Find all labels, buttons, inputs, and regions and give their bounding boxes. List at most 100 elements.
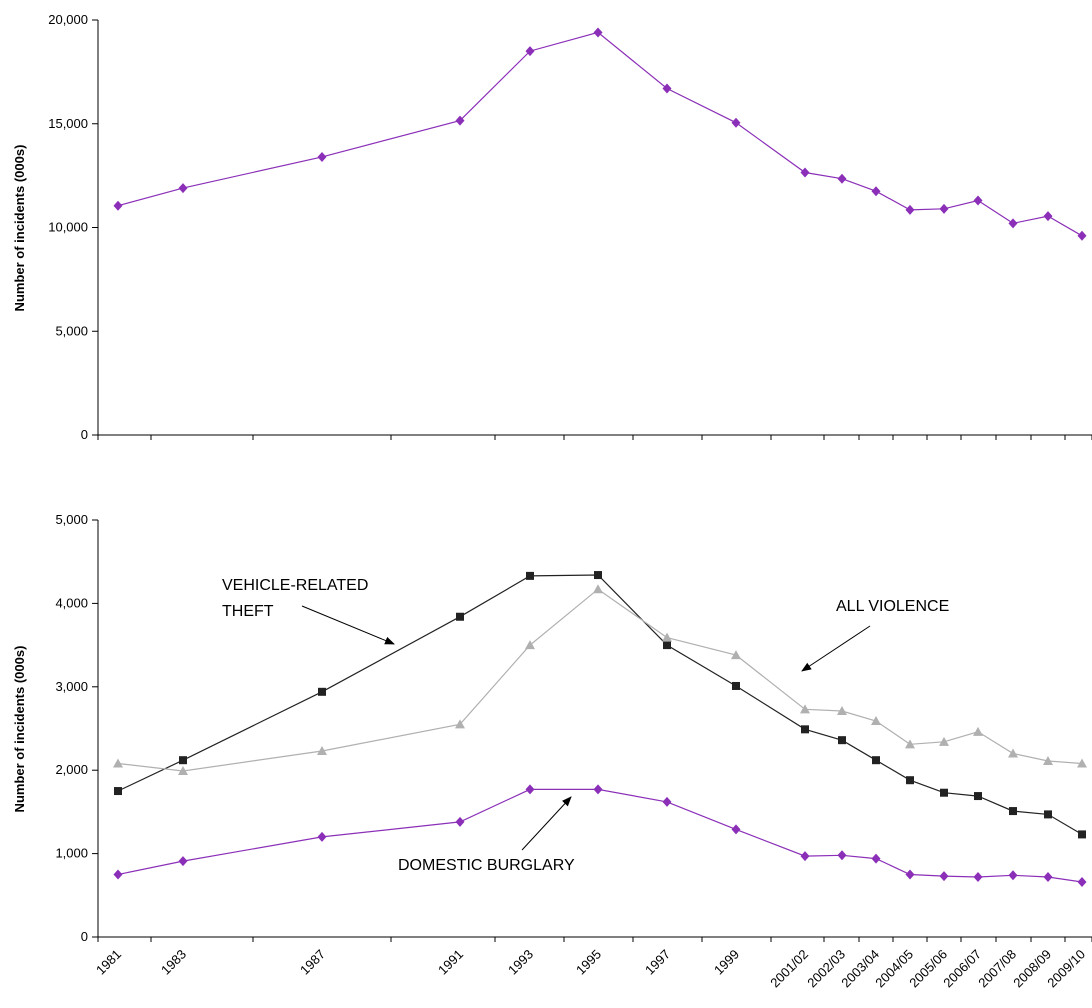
y-tick-label: 20,000 xyxy=(48,12,88,27)
y-tick-label: 2,000 xyxy=(55,762,88,777)
data-point xyxy=(837,705,847,715)
x-tick-label: 1999 xyxy=(711,947,742,978)
data-point xyxy=(525,640,535,650)
x-tick-label: 1983 xyxy=(158,947,189,978)
data-point xyxy=(178,766,188,776)
data-point xyxy=(593,784,603,795)
data-point xyxy=(526,571,534,580)
y-tick-label: 1,000 xyxy=(55,846,88,861)
x-axis-tick-labels: 1981 1983 1987 1991 1993 1995 1997 1999 2001/02 2… xyxy=(93,947,1088,991)
data-point xyxy=(178,856,188,867)
data-point xyxy=(800,851,810,862)
data-point xyxy=(939,203,949,214)
data-point xyxy=(317,151,327,162)
data-point xyxy=(1008,870,1018,881)
data-point xyxy=(317,831,327,842)
data-point xyxy=(1043,756,1053,766)
data-point xyxy=(731,824,741,835)
data-point xyxy=(113,200,123,211)
y-tick-label: 5,000 xyxy=(55,512,88,527)
data-point xyxy=(801,725,809,734)
data-point xyxy=(1078,830,1086,839)
series-vehicle-related-theft xyxy=(114,571,1086,839)
data-point xyxy=(662,632,672,642)
data-point xyxy=(593,27,603,38)
y-tick-label: 3,000 xyxy=(55,679,88,694)
data-point xyxy=(455,816,465,827)
data-point xyxy=(974,792,982,801)
data-point xyxy=(525,46,535,57)
data-point xyxy=(179,756,187,765)
x-tick-label: 1995 xyxy=(573,947,604,978)
x-tick-label: 2006/07 xyxy=(940,947,984,991)
data-point xyxy=(939,871,949,882)
data-point xyxy=(525,784,535,795)
data-point xyxy=(317,746,327,756)
annotation-all-violence: ALL VIOLENCE xyxy=(836,598,949,615)
data-point xyxy=(1044,810,1052,819)
y-axis-label: Number of incidents (000s) xyxy=(12,145,27,312)
x-tick-label: 1987 xyxy=(297,947,328,978)
annotation-vehicle-theft-line1: VEHICLE-RELATED xyxy=(222,577,368,594)
y-tick-label: 4,000 xyxy=(55,595,88,610)
x-tick-label: 2001/02 xyxy=(767,947,811,991)
data-point xyxy=(594,571,602,580)
data-point xyxy=(662,796,672,807)
data-point xyxy=(905,739,915,749)
y-tick-label: 10,000 xyxy=(48,220,88,235)
data-point xyxy=(455,115,465,126)
data-point xyxy=(838,736,846,745)
data-point xyxy=(905,869,915,880)
y-tick-label: 5,000 xyxy=(55,323,88,338)
y-tick-label: 15,000 xyxy=(48,116,88,131)
x-tick-label: 1981 xyxy=(93,947,124,978)
data-point xyxy=(731,117,741,128)
data-point xyxy=(593,584,603,594)
annotation-arrow-domestic-burglary xyxy=(521,796,572,851)
data-point xyxy=(114,787,122,796)
data-point xyxy=(973,195,983,206)
data-point xyxy=(871,715,881,725)
all-crime-chart: 0 5,000 10,000 15,000 20,000 Number of incid… xyxy=(12,12,1092,442)
data-point xyxy=(871,853,881,864)
data-point xyxy=(663,641,671,650)
data-point xyxy=(872,756,880,765)
data-point xyxy=(905,204,915,215)
x-tick-label: 1993 xyxy=(505,947,536,978)
data-point xyxy=(113,758,123,768)
data-point xyxy=(731,650,741,660)
data-point xyxy=(1077,230,1087,241)
data-point xyxy=(1043,871,1053,882)
data-point xyxy=(1008,218,1018,229)
data-point xyxy=(1077,758,1087,768)
annotation-arrow-vehicle-theft xyxy=(301,605,395,645)
y-tick-label: 0 xyxy=(81,929,88,944)
data-point xyxy=(1043,211,1053,222)
y-tick-label: 0 xyxy=(81,427,88,442)
data-point xyxy=(732,681,740,690)
data-point xyxy=(837,173,847,184)
x-tick-label: 1991 xyxy=(435,947,466,978)
data-point xyxy=(318,687,326,696)
data-point xyxy=(800,167,810,178)
data-point xyxy=(456,612,464,621)
x-tick-label: 2009/10 xyxy=(1044,947,1088,991)
annotation-arrow-all-violence xyxy=(801,625,871,672)
y-axis-ticks: 0 5,000 10,000 15,000 20,000 xyxy=(48,12,98,442)
data-point xyxy=(662,83,672,94)
y-axis-ticks: 0 1,000 2,000 3,000 4,000 5,000 xyxy=(55,512,98,944)
data-point xyxy=(1008,748,1018,758)
data-point xyxy=(800,704,810,714)
series-all-violence xyxy=(113,584,1087,776)
data-point xyxy=(837,850,847,861)
data-point xyxy=(178,183,188,194)
data-point xyxy=(455,719,465,729)
x-tick-label: 2007/08 xyxy=(975,947,1019,991)
series-line xyxy=(117,788,1083,883)
data-point xyxy=(1009,807,1017,816)
x-tick-label: 1997 xyxy=(642,947,673,978)
x-axis-ticks xyxy=(97,937,1092,942)
data-point xyxy=(113,869,123,880)
